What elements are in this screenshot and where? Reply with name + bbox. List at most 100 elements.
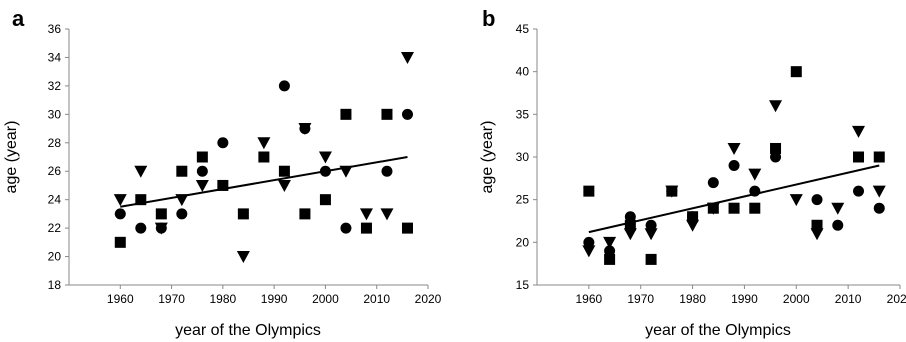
data-point-triangle-down [359, 208, 373, 221]
x-tick-label: 2000 [783, 292, 810, 306]
data-point-circle [873, 202, 885, 214]
data-point-circle [114, 208, 126, 220]
data-point-triangle-down [665, 185, 679, 198]
data-point-triangle-down [789, 194, 803, 207]
y-tick-label: 25 [516, 193, 530, 207]
data-point-triangle-down [727, 142, 741, 155]
y-tick-label: 34 [48, 50, 62, 64]
data-point-square [340, 108, 352, 120]
data-point-triangle-down [872, 185, 886, 198]
x-tick-label: 2000 [312, 292, 339, 306]
data-point-square [135, 194, 147, 206]
data-point-circle [401, 108, 413, 120]
data-point-circle [135, 222, 147, 234]
x-tick-label: 2010 [835, 292, 862, 306]
data-point-triangle-down [810, 228, 824, 241]
data-point-square [604, 253, 616, 265]
data-point-triangle-down [582, 245, 596, 258]
data-point-triangle-down [400, 51, 414, 64]
data-point-triangle-down [257, 137, 271, 150]
data-point-square [770, 142, 782, 154]
y-tick-label: 24 [48, 193, 62, 207]
data-point-circle [381, 165, 393, 177]
x-tick-label: 1970 [158, 292, 185, 306]
data-point-square [853, 151, 865, 163]
data-point-triangle-down [113, 194, 127, 207]
data-point-circle [811, 194, 823, 206]
data-point-square [790, 66, 802, 78]
x-axis-title: year of the Olympics [175, 322, 321, 339]
y-tick-label: 18 [48, 278, 62, 292]
data-point-circle [624, 211, 636, 223]
y-tick-label: 20 [516, 235, 530, 249]
data-point-triangle-down [831, 202, 845, 215]
data-point-triangle-down [318, 151, 332, 164]
y-tick-label: 15 [516, 278, 530, 292]
x-tick-label: 1960 [576, 292, 603, 306]
data-point-triangle-down [134, 165, 148, 178]
data-point-square [155, 208, 167, 220]
y-tick-label: 22 [48, 221, 62, 235]
trend-line [588, 164, 880, 234]
data-point-circle [604, 245, 616, 257]
y-tick-label: 30 [48, 107, 62, 121]
data-point-triangle-down [298, 123, 312, 136]
data-point-circle [217, 137, 229, 149]
data-point-circle [728, 160, 740, 172]
x-tick-label: 1990 [731, 292, 758, 306]
panel-label: b [482, 6, 495, 31]
data-point-square [401, 222, 413, 234]
data-point-square [583, 185, 595, 197]
data-point-triangle-down [236, 251, 250, 264]
data-point-circle [832, 219, 844, 231]
y-axis-title: age (year) [479, 121, 496, 194]
panel-label: a [12, 6, 25, 31]
data-point-triangle-down [154, 222, 168, 235]
data-point-triangle-down [748, 168, 762, 181]
data-point-circle [707, 177, 719, 189]
data-point-circle [687, 211, 699, 223]
panel-b: 1960 1970 1980 1990 2000 2010 2020 15 20 25 30 35 40… [479, 6, 906, 339]
data-point-square [299, 208, 311, 220]
data-point-square [811, 219, 823, 231]
x-tick-label: 1980 [210, 292, 237, 306]
data-point-circle [770, 151, 782, 163]
data-point-triangle-down [852, 125, 866, 138]
data-point-circle [196, 165, 208, 177]
data-point-circle [278, 80, 290, 92]
data-point-triangle-down [277, 179, 291, 192]
data-point-square [624, 219, 636, 231]
data-point-triangle-down [686, 219, 700, 232]
y-tick-label: 30 [516, 150, 530, 164]
y-tick-label: 28 [48, 136, 62, 150]
data-point-circle [853, 185, 865, 197]
data-point-triangle-down [603, 236, 617, 249]
data-point-square [319, 194, 331, 206]
data-point-triangle-down [644, 228, 658, 241]
data-point-square [196, 151, 208, 163]
data-point-square [278, 165, 290, 177]
trend-line [120, 156, 408, 208]
data-point-circle [340, 222, 352, 234]
y-tick-label: 40 [516, 65, 530, 79]
y-tick-label: 45 [516, 22, 530, 36]
x-tick-label: 1990 [261, 292, 288, 306]
data-point-triangle-down [769, 100, 783, 113]
data-point-square [728, 202, 740, 214]
x-tick-label: 2020 [887, 292, 906, 306]
data-point-square [258, 151, 270, 163]
data-point-square [645, 253, 657, 265]
data-point-triangle-down [706, 202, 720, 215]
data-point-square [114, 236, 126, 248]
x-tick-label: 1970 [627, 292, 654, 306]
y-tick-label: 32 [48, 79, 62, 93]
y-tick-label: 35 [516, 107, 530, 121]
data-point-square [237, 208, 249, 220]
data-point-triangle-down [623, 228, 637, 241]
y-tick-label: 26 [48, 164, 62, 178]
data-point-circle [583, 236, 595, 248]
x-tick-label: 2020 [415, 292, 442, 306]
data-point-triangle-down [195, 179, 209, 192]
